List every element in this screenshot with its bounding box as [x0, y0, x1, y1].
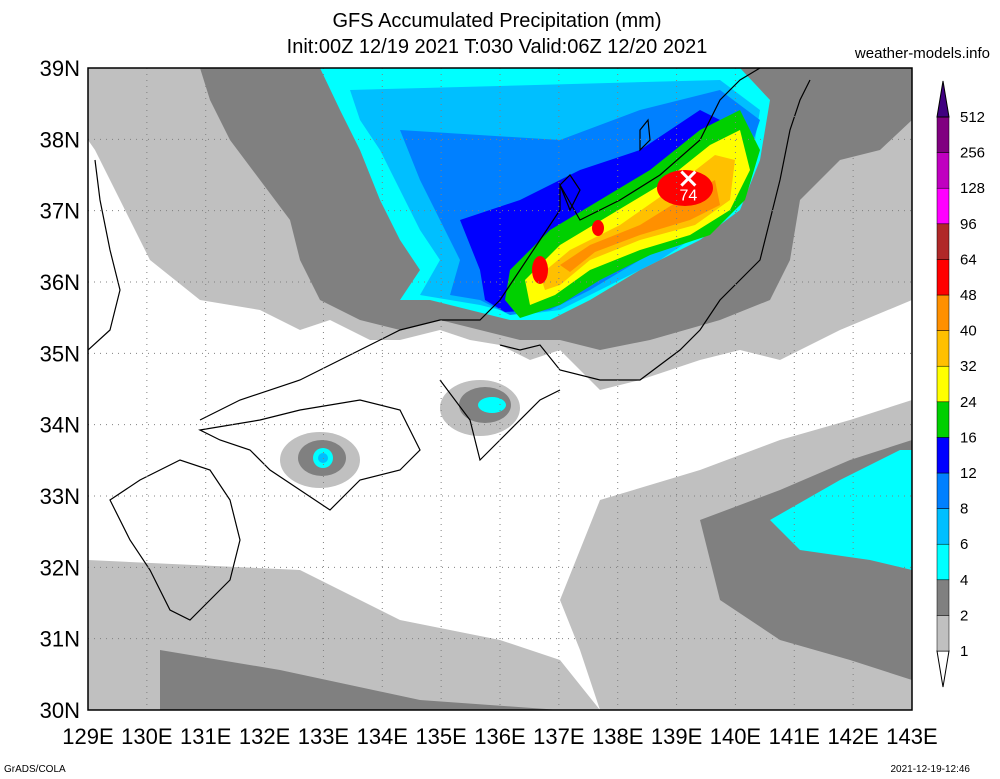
footer-software: GrADS/COLA	[4, 764, 66, 775]
map-frame	[87, 67, 913, 711]
colorbar-swatch	[936, 579, 950, 616]
max-precip-marker: 74	[679, 170, 697, 205]
colorbar-swatch	[936, 152, 950, 189]
lat-tick-label: 39N	[40, 56, 80, 81]
colorbar-swatch	[936, 294, 950, 331]
lon-tick-label: 137E	[533, 724, 584, 749]
colorbar-swatch	[936, 365, 950, 403]
max-x-icon	[680, 170, 697, 187]
lat-tick-label: 33N	[40, 484, 80, 509]
colorbar-label: 40	[960, 323, 977, 340]
lat-tick-labels: 30N 31N 32N 33N 34N 35N 36N 37N 38N 39N	[40, 56, 80, 723]
lon-tick-label: 129E	[62, 724, 113, 749]
lon-tick-label: 130E	[121, 724, 172, 749]
colorbar-label: 96	[960, 216, 977, 233]
colorbar-swatch	[936, 472, 950, 509]
lon-tick-labels: 129E 130E 131E 132E 133E 134E 135E 136E 137E 138E…	[62, 724, 937, 749]
colorbar-label: 64	[960, 251, 977, 268]
lat-tick-label: 36N	[40, 270, 80, 295]
lon-tick-label: 140E	[710, 724, 761, 749]
lat-tick-label: 34N	[40, 413, 80, 438]
lat-tick-label: 38N	[40, 127, 80, 152]
chart-title-line1: GFS Accumulated Precipitation (mm)	[332, 10, 662, 32]
colorbar-label: 6	[960, 536, 968, 553]
lon-tick-label: 131E	[180, 724, 231, 749]
colorbar-label: 12	[960, 465, 977, 482]
colorbar-label: 2	[960, 607, 968, 624]
colorbar-label: 1	[960, 643, 968, 660]
lat-tick-label: 30N	[40, 698, 80, 723]
colorbar-label: 48	[960, 287, 977, 304]
colorbar-swatch	[936, 116, 950, 153]
coastlines	[88, 68, 811, 621]
colorbar-max-triangle	[936, 80, 950, 118]
lat-tick-label: 32N	[40, 555, 80, 580]
colorbar-label: 128	[960, 180, 985, 197]
lat-tick-label: 37N	[40, 199, 80, 224]
colorbar-label: 32	[960, 358, 977, 375]
colorbar-swatch	[936, 615, 950, 652]
colorbar-swatch	[936, 223, 950, 260]
colorbar-label: 512	[960, 109, 985, 126]
lon-tick-label: 142E	[827, 724, 878, 749]
lon-tick-label: 136E	[474, 724, 525, 749]
colorbar-label: 16	[960, 429, 977, 446]
colorbar-min-triangle	[936, 650, 950, 688]
colorbar-swatch	[936, 543, 950, 581]
chart-title-line2: Init:00Z 12/19 2021 T:030 Valid:06Z 12/2…	[286, 36, 708, 58]
source-site: weather-models.info	[854, 45, 990, 62]
lon-tick-label: 138E	[592, 724, 643, 749]
max-value-label: 74	[679, 188, 697, 205]
lon-tick-label: 135E	[415, 724, 466, 749]
lat-tick-label: 31N	[40, 627, 80, 652]
colorbar-swatch	[936, 437, 950, 474]
lon-tick-label: 133E	[298, 724, 349, 749]
colorbar-swatch	[936, 187, 950, 225]
colorbar-label: 256	[960, 145, 985, 162]
colorbar-swatch	[936, 259, 950, 296]
colorbar-swatch	[936, 508, 950, 545]
lon-tick-label: 132E	[239, 724, 290, 749]
colorbar-swatch	[936, 401, 950, 438]
lon-tick-label: 141E	[769, 724, 820, 749]
footer-timestamp: 2021-12-19-12:46	[890, 764, 970, 775]
lon-tick-label: 139E	[651, 724, 702, 749]
lon-tick-label: 134E	[357, 724, 408, 749]
lat-tick-label: 35N	[40, 341, 80, 366]
precip-fields	[88, 68, 912, 710]
colorbar-swatch	[936, 330, 950, 367]
colorbar-label: 8	[960, 501, 968, 518]
lon-tick-label: 143E	[886, 724, 937, 749]
colorbar-label: 24	[960, 394, 977, 411]
colorbar-label: 4	[960, 572, 968, 589]
